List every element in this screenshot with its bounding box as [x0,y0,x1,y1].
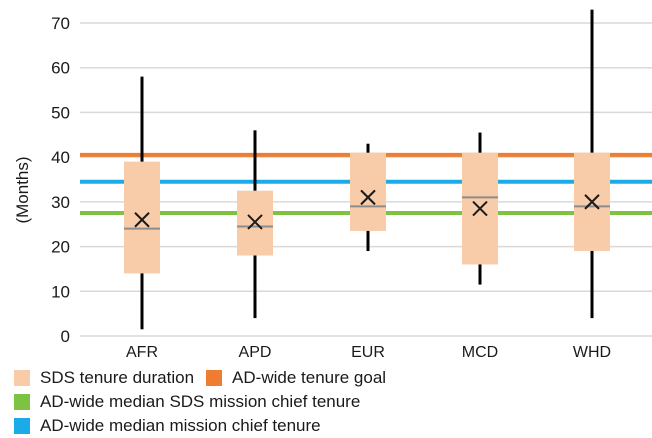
legend-row: SDS tenure duration AD-wide tenure goal [14,366,398,390]
y-tick-label: 10 [51,282,70,301]
legend-item-sds-tenure: SDS tenure duration [14,368,194,388]
y-tick-label: 0 [61,327,70,346]
legend-swatch-sds-tenure [14,370,30,386]
legend-swatch-median-mc [14,418,30,434]
box-whd [574,9,610,319]
y-tick-label: 70 [51,14,70,33]
legend-label-sds-tenure: SDS tenure duration [40,368,195,387]
legend-row: AD-wide median SDS mission chief tenure [14,390,398,414]
box-mcd [462,132,498,285]
mean-marker [247,214,263,230]
legend-item-tenure-goal: AD-wide tenure goal [206,368,386,388]
mean-marker [360,189,376,206]
legend-label-median-sds-mc: AD-wide median SDS mission chief tenure [40,392,361,411]
y-tick-label: 60 [51,59,70,78]
box-eur [350,143,386,252]
x-category-label: MCD [462,344,498,361]
mean-marker [472,200,488,217]
x-category-label: WHD [573,344,611,361]
y-tick-label: 20 [51,238,70,257]
mean-marker [134,212,150,228]
y-tick-label: 40 [51,148,70,167]
legend-item-median-sds-mc: AD-wide median SDS mission chief tenure [14,392,360,412]
legend-row: AD-wide median mission chief tenure [14,414,398,438]
boxes [124,9,610,330]
legend-swatch-tenure-goal [206,370,223,386]
box-plot-chart: 0 10 20 30 40 50 60 70 AFR APD EUR MCD WHD (Months) [13,9,652,361]
box-afr [124,76,160,330]
legend-swatch-median-sds-mc [14,394,30,410]
legend-label-median-mc: AD-wide median mission chief tenure [40,416,321,435]
box-apd [237,130,273,319]
y-tick-label: 50 [51,103,70,122]
box-body [124,161,160,274]
legend-item-median-mc: AD-wide median mission chief tenure [14,416,321,436]
y-tick-labels: 0 10 20 30 40 50 60 70 [51,14,70,346]
box-body [350,152,386,231]
x-category-label: APD [239,344,272,361]
legend-label-tenure-goal: AD-wide tenure goal [232,368,387,387]
mean-marker [584,194,600,210]
x-category-label: AFR [126,344,158,361]
legend: SDS tenure duration AD-wide tenure goal … [14,366,398,438]
x-category-labels: AFR APD EUR MCD WHD [126,344,611,361]
y-axis-title: (Months) [13,156,32,223]
y-tick-label: 30 [51,193,70,212]
x-category-label: EUR [351,344,385,361]
